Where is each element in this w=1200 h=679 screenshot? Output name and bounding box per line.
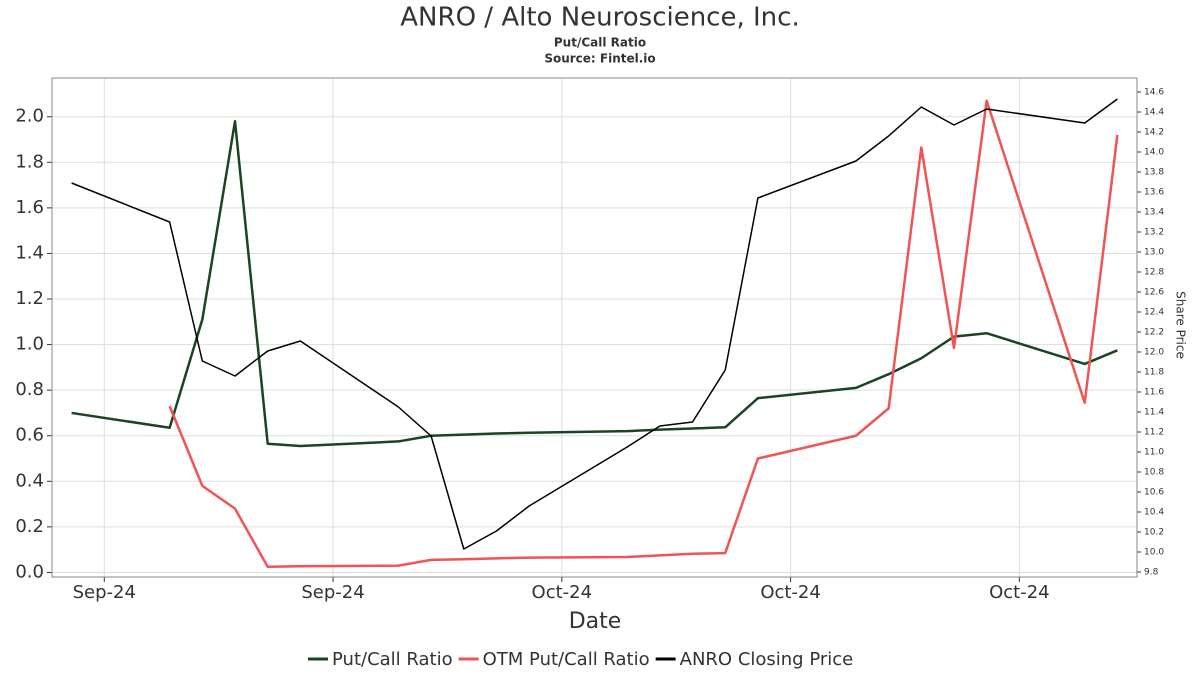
y2-axis-label: Share Price: [1174, 291, 1188, 359]
legend-label: OTM Put/Call Ratio: [483, 649, 650, 670]
legend: Put/Call Ratio OTM Put/Call Ratio ANRO Clo…: [308, 649, 853, 670]
y2-tick-label: 14.2: [1144, 128, 1164, 138]
chart-title: ANRO / Alto Neuroscience, Inc.: [400, 3, 799, 33]
y2-tick-label: 13.2: [1144, 228, 1164, 238]
y2-tick-label: 10.4: [1144, 508, 1164, 518]
y2-tick-label: 11.2: [1144, 428, 1164, 438]
y-tick-label: 1.4: [15, 242, 44, 263]
chart-subtitle: Put/Call Ratio: [554, 36, 646, 50]
x-tick-label: Oct-24: [760, 582, 821, 603]
y-tick-label: 1.8: [15, 151, 44, 172]
y2-tick-label: 13.4: [1144, 208, 1164, 218]
y-tick-label: 2.0: [15, 106, 44, 127]
y2-tick-label: 10.0: [1144, 548, 1164, 558]
y-tick-label: 0.0: [15, 561, 44, 582]
y2-tick-label: 12.8: [1144, 268, 1164, 278]
x-tick-label: Sep-24: [73, 582, 136, 603]
x-axis-label: Date: [569, 609, 622, 634]
y2-tick-label: 10.8: [1144, 468, 1164, 478]
y2-tick-label: 12.6: [1144, 288, 1164, 298]
y2-tick-label: 10.2: [1144, 528, 1164, 538]
y2-tick-label: 11.8: [1144, 368, 1164, 378]
y2-tick-label: 14.6: [1144, 88, 1164, 98]
y2-tick-label: 11.0: [1144, 448, 1164, 458]
y-tick-label: 1.6: [15, 197, 44, 218]
y2-tick-label: 10.6: [1144, 488, 1164, 498]
y2-tick-label: 13.8: [1144, 168, 1164, 178]
y-tick-label: 0.4: [15, 470, 44, 491]
y-tick-label: 0.8: [15, 379, 44, 400]
series-line: [168, 99, 1119, 568]
series-line: [71, 120, 1118, 448]
y2-tick-label: 14.4: [1144, 108, 1164, 118]
y2-tick-label: 12.2: [1144, 328, 1164, 338]
y2-tick-label: 13.6: [1144, 188, 1164, 198]
x-tick-label: Oct-24: [532, 582, 593, 603]
y-tick-label: 0.6: [15, 425, 44, 446]
series-line: [71, 98, 1118, 550]
legend-label: ANRO Closing Price: [680, 649, 854, 670]
plot-frame: [51, 77, 1138, 578]
legend-label: Put/Call Ratio: [332, 649, 453, 670]
y-tick-label: 0.2: [15, 516, 44, 537]
y2-tick-label: 13.0: [1144, 248, 1164, 258]
y2-tick-label: 11.4: [1144, 408, 1164, 418]
y2-tick-label: 14.0: [1144, 148, 1164, 158]
y2-tick-label: 11.6: [1144, 388, 1164, 398]
y2-tick-label: 9.8: [1144, 568, 1159, 578]
x-tick-label: Sep-24: [301, 582, 364, 603]
y2-tick-label: 12.0: [1144, 348, 1164, 358]
y-tick-label: 1.2: [15, 288, 44, 309]
y2-tick-label: 12.4: [1144, 308, 1164, 318]
x-tick-label: Oct-24: [989, 582, 1050, 603]
y-tick-label: 1.0: [15, 334, 44, 355]
chart-source: Source: Fintel.io: [544, 52, 655, 66]
